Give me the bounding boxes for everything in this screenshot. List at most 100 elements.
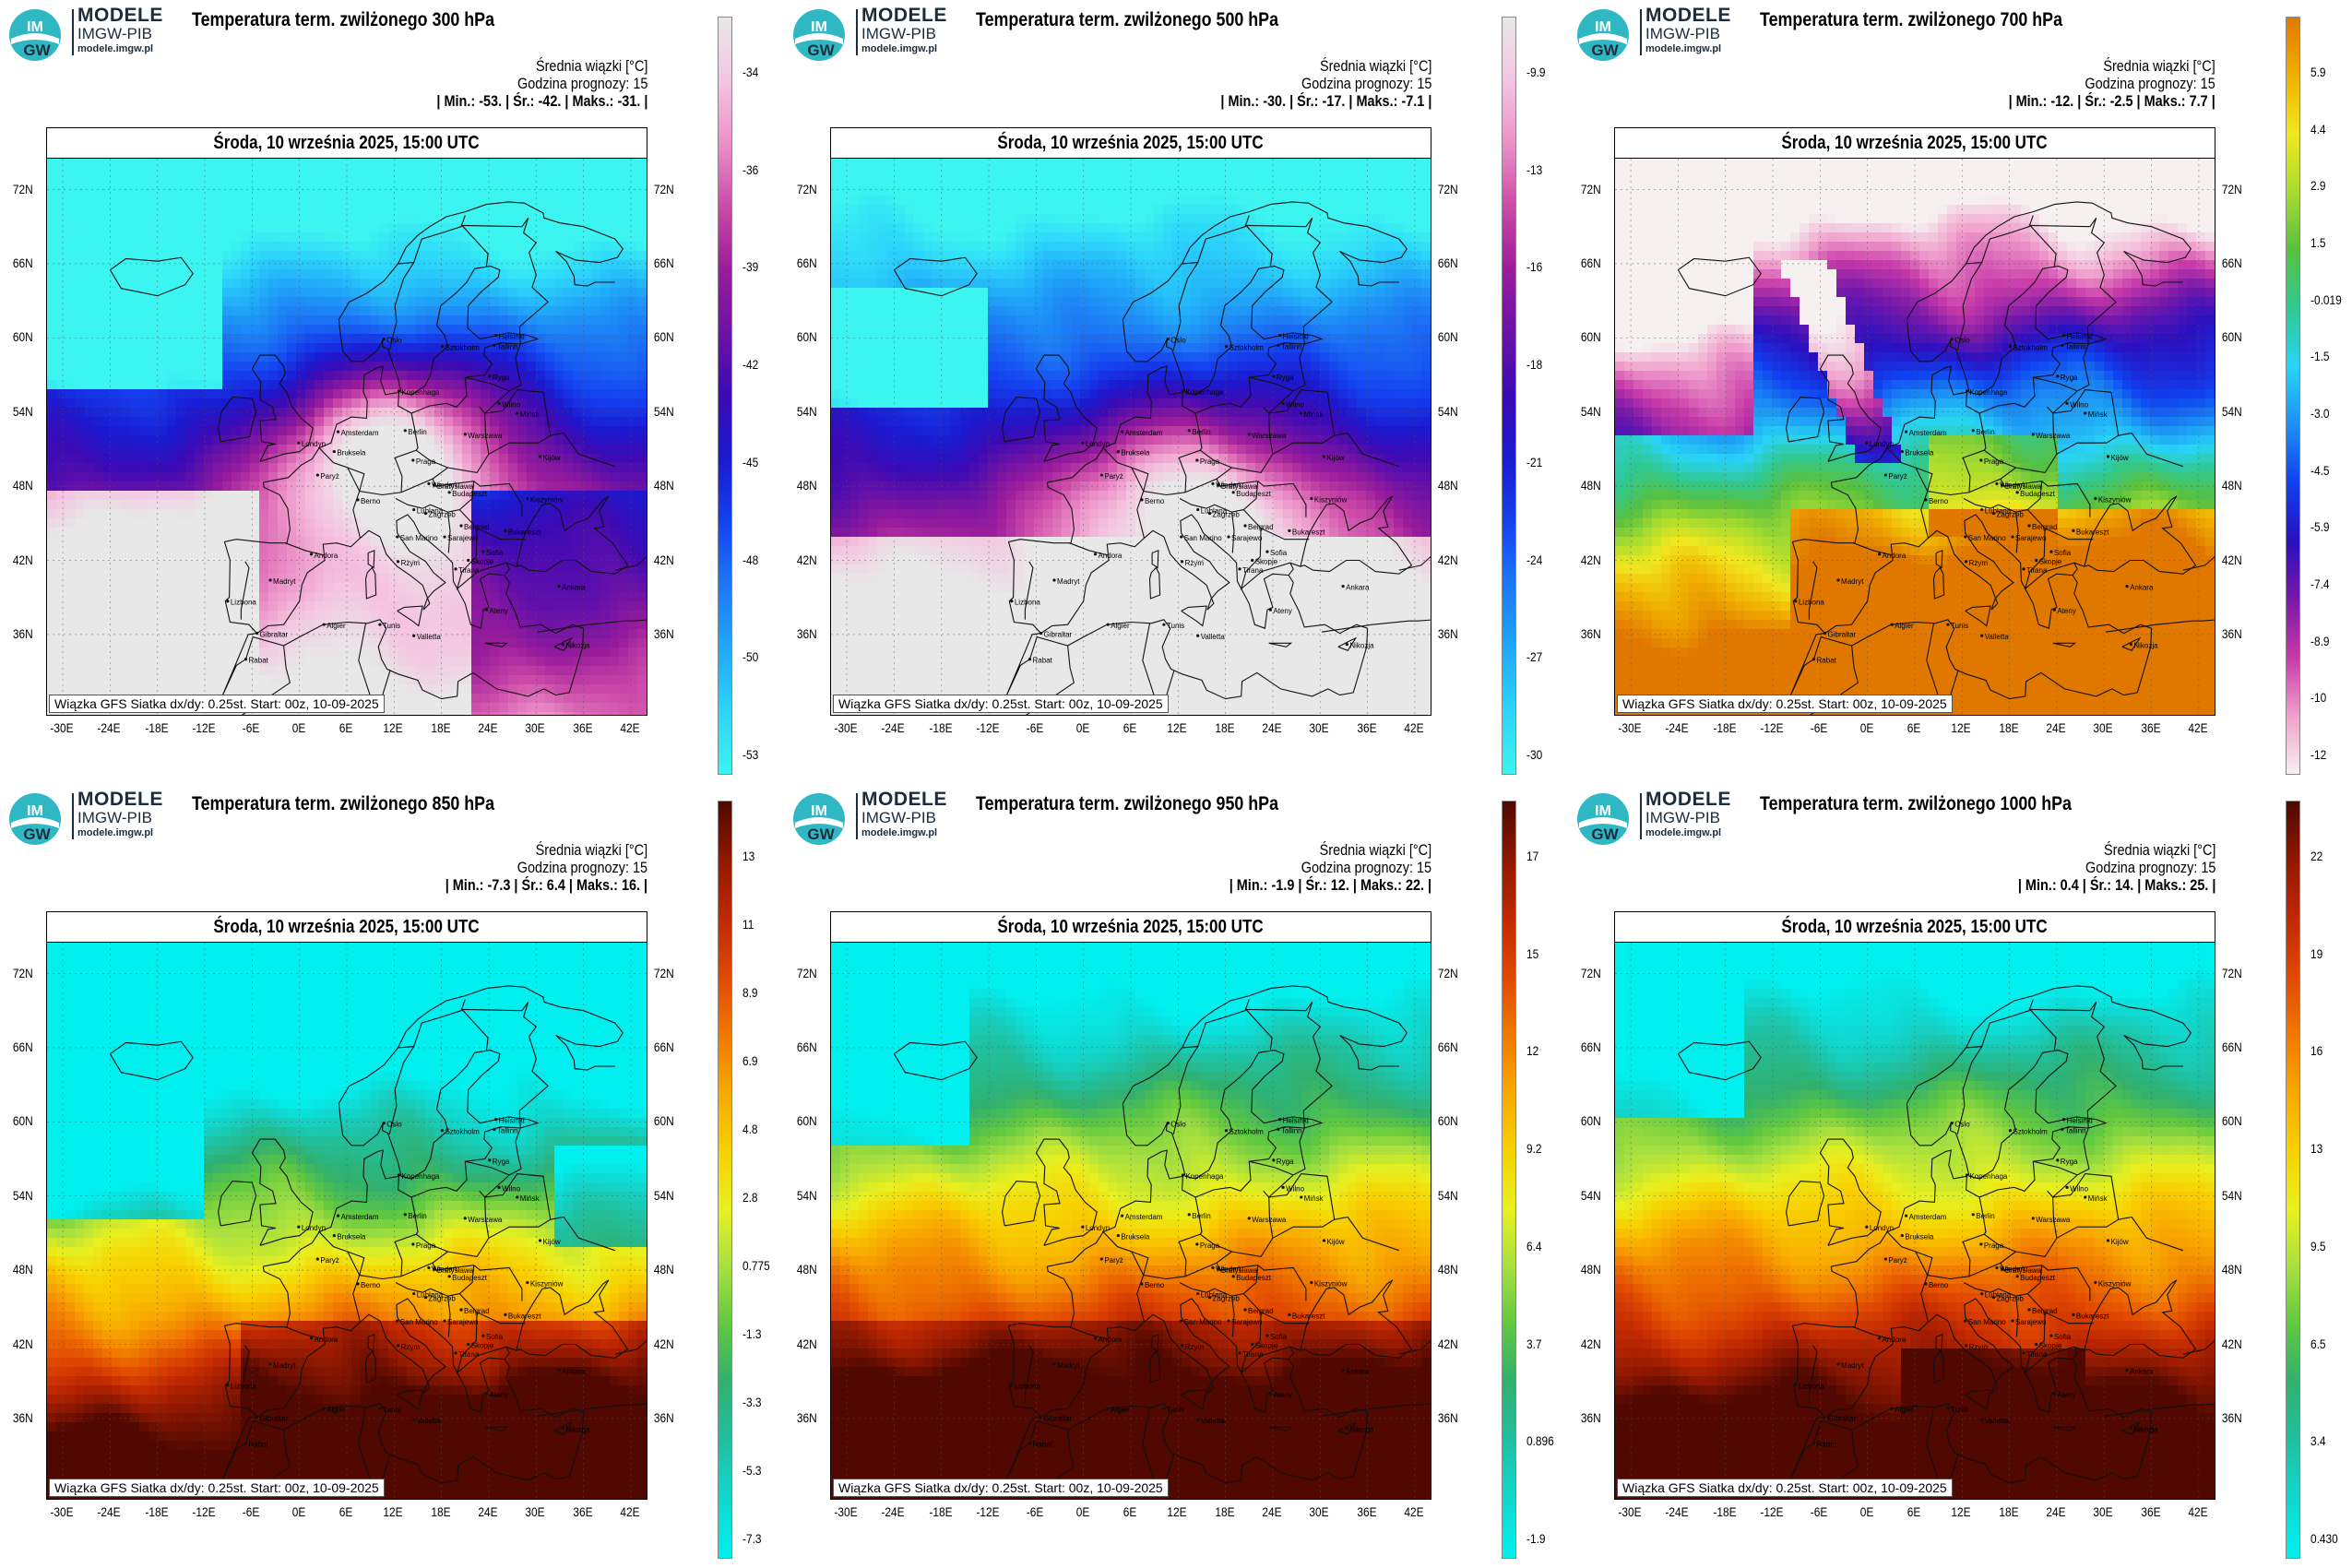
city-dot <box>1227 535 1230 539</box>
stat-max: 25. <box>2190 876 2208 894</box>
city-label: Ateny <box>1273 1391 1291 1399</box>
lon-label: -6E <box>1027 720 1044 735</box>
imgw-logo: IM GW <box>1575 7 1631 63</box>
avg-label: Średnia wiązki [°C] <box>436 57 647 75</box>
city-label: Paryż <box>1888 472 1907 481</box>
city-label: Ankara <box>562 1368 586 1376</box>
city-label: Ankara <box>2130 584 2154 592</box>
city-dot <box>1964 1319 1967 1323</box>
city-dot <box>1890 1407 1894 1410</box>
lon-label: -24E <box>1666 720 1689 735</box>
city-label: Bruksela <box>1121 1233 1150 1241</box>
city-dot <box>1794 1384 1798 1387</box>
city-label: Valletta <box>417 633 442 641</box>
city-dot <box>2129 643 2132 647</box>
city-label: Valletta <box>1201 633 1226 641</box>
city-dot <box>1231 1275 1235 1278</box>
city-label: Berlin <box>1192 1212 1210 1220</box>
stat-min: -7.3 <box>487 876 510 894</box>
city-label: Andora <box>315 552 339 560</box>
lat-label-right: 36N <box>1438 1410 1458 1425</box>
lat-label-left: 48N <box>797 478 817 493</box>
city-label: San Marino <box>1184 534 1222 542</box>
city-label: Berno <box>1145 1281 1165 1289</box>
city-label: Lizbona <box>1799 1383 1825 1391</box>
city-dot <box>1093 1336 1098 1340</box>
brand-separator <box>1640 9 1642 55</box>
city-label: Rzym <box>1185 1343 1205 1351</box>
city-label: Rzym <box>1969 559 1989 567</box>
stat-mean: 14. <box>2115 876 2133 894</box>
city-dot <box>1836 578 1840 582</box>
city-label: Praga <box>1984 1241 2004 1250</box>
city-label: Wiedeń <box>1216 481 1241 489</box>
valid-date-text: Środa, 10 września 2025, 15:00 UTC <box>214 128 480 158</box>
avg-label: Średnia wiązki [°C] <box>2017 841 2215 859</box>
city-label: Skopje <box>1255 1342 1278 1350</box>
city-dot <box>467 1342 470 1347</box>
city-dot <box>1310 496 1313 501</box>
city-label: Warszawa <box>2036 432 2071 440</box>
city-label: Kijów <box>2111 1238 2129 1246</box>
city-label: Paryż <box>320 1256 339 1265</box>
forecast-hour: Godzina prognozy: 15 <box>1220 75 1431 92</box>
city-label: Zagrzeb <box>1997 511 2025 519</box>
min-mean-max: | Min.: -30. | Śr.: -17. | Maks.: -7.1 | <box>1220 92 1431 110</box>
brand-url: modele.imgw.pl <box>861 826 981 839</box>
city-label: Bratysława <box>2005 482 2042 491</box>
panel-title: Temperatura term. zwilżonego 300 hPa <box>192 9 494 31</box>
city-label: Lublana <box>417 507 444 516</box>
lon-label: 6E <box>1907 1504 1921 1519</box>
city-dot <box>2035 1342 2038 1347</box>
lon-label: 24E <box>2046 720 2065 735</box>
panel-title: Temperatura term. zwilżonego 1000 hPa <box>1760 793 2072 815</box>
city-label: Gibraltar <box>1044 631 1073 639</box>
colorbar-tick-label: -16 <box>1526 259 1542 274</box>
city-label: Kijów <box>543 454 561 462</box>
min-mean-max: | Min.: -7.3 | Śr.: 6.4 | Maks.: 16. | <box>445 876 647 894</box>
city-dot <box>1099 473 1103 477</box>
ensemble-stats: Średnia wiązki [°C] Godzina prognozy: 15 |… <box>1220 57 1431 110</box>
colorbar-tick-label: -53 <box>742 747 758 762</box>
lon-label: -18E <box>929 1504 952 1519</box>
city-dot <box>1812 1442 1816 1445</box>
city-dot <box>2015 491 2019 494</box>
lat-label-left: 72N <box>13 182 33 196</box>
city-label: Warszawa <box>2036 1216 2071 1224</box>
colorbar-tick-label: 0.430 <box>2310 1531 2338 1546</box>
city-label: Amsterdam <box>1909 429 1947 437</box>
lat-label-right: 72N <box>1438 182 1458 196</box>
brand-line1: MODELE <box>77 790 197 810</box>
city-label: Kiszyniów <box>1314 496 1348 505</box>
city-label: Sarajewo <box>2015 1318 2047 1326</box>
city-dot <box>322 623 326 626</box>
city-dot <box>2022 567 2025 571</box>
city-dot <box>1979 1242 1983 1246</box>
city-label: Budapeszt <box>2020 1274 2056 1282</box>
city-dot <box>1243 1308 1247 1312</box>
city-label: Rzym <box>401 559 421 567</box>
city-label: Valletta <box>1985 1417 2010 1425</box>
city-label: Berno <box>361 1281 381 1289</box>
city-label: Rzym <box>1969 1343 1989 1351</box>
lon-label: -18E <box>145 1504 168 1519</box>
colorbar-tick-label: 2.9 <box>2310 178 2326 193</box>
map-panel-p700: IM GW MODELE IMGW-PIB modele.imgw.pl Temperat… <box>1568 0 2352 784</box>
lon-label: 0E <box>1859 1504 1873 1519</box>
colorbar-tick-label: 19 <box>2310 946 2322 961</box>
city-dot <box>1272 374 1276 378</box>
city-dot <box>1247 1217 1251 1220</box>
city-label: Paryż <box>1104 472 1123 481</box>
lat-label-right: 72N <box>654 182 674 196</box>
city-label: Budapeszt <box>452 1274 488 1282</box>
city-label: Londyn <box>1870 440 1894 448</box>
city-label: Andora <box>1883 552 1907 560</box>
city-dot <box>493 1127 496 1131</box>
lon-label: -24E <box>882 1504 905 1519</box>
city-label: Kiszyniów <box>530 496 564 505</box>
city-dot <box>411 1242 415 1246</box>
city-dot <box>1207 511 1212 516</box>
lon-label: 18E <box>1215 1504 1234 1519</box>
city-dot <box>1120 430 1124 434</box>
city-dot <box>297 441 301 445</box>
